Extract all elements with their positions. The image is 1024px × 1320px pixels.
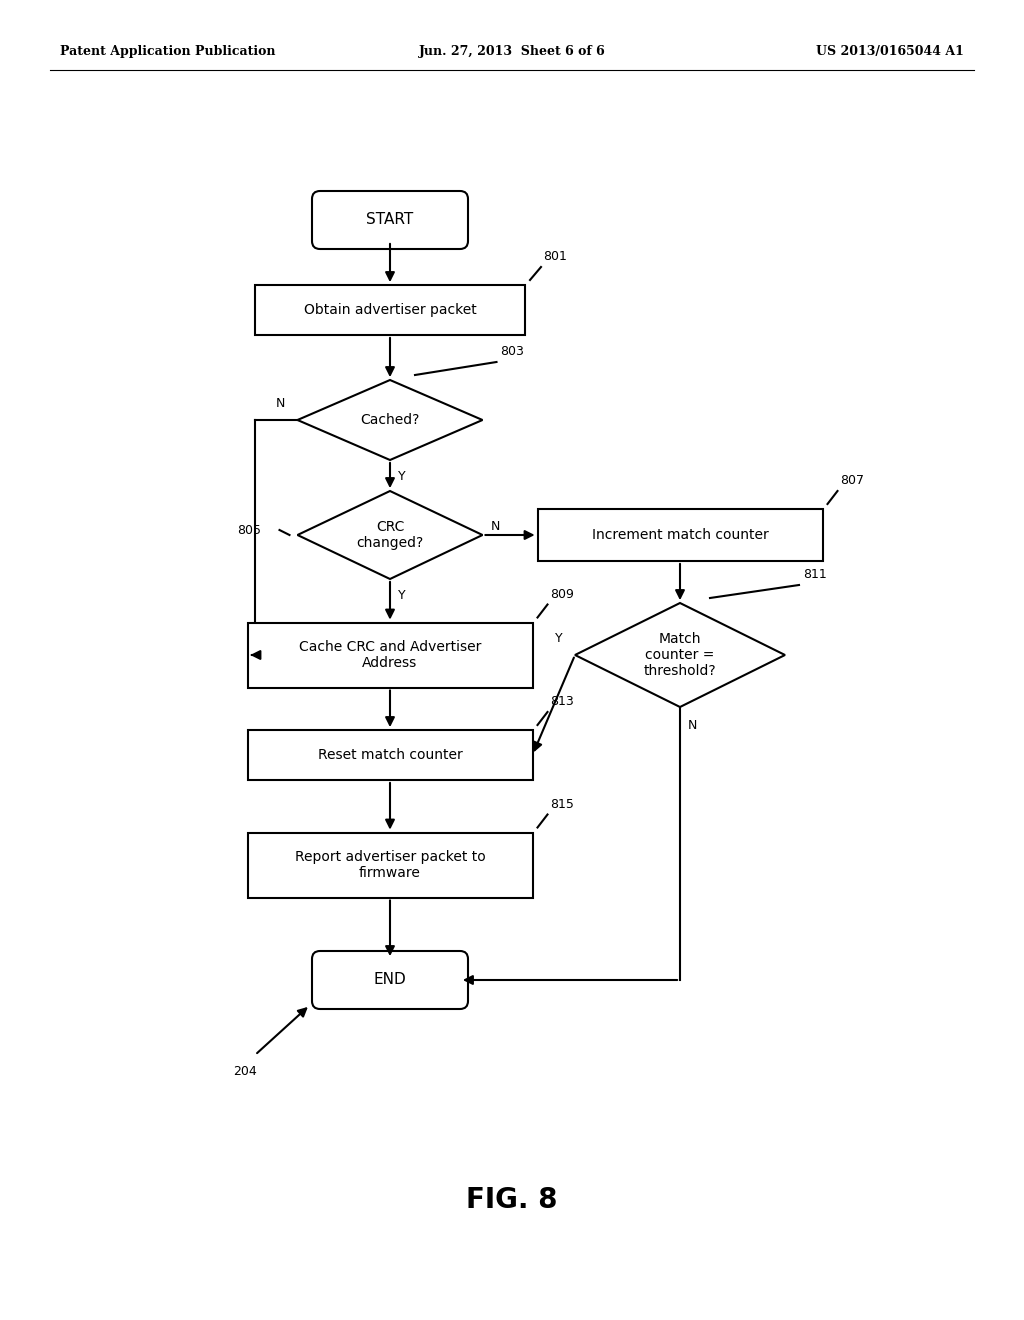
Text: US 2013/0165044 A1: US 2013/0165044 A1	[816, 45, 964, 58]
FancyBboxPatch shape	[312, 950, 468, 1008]
Text: END: END	[374, 973, 407, 987]
Bar	[248, 623, 532, 688]
Text: 813: 813	[551, 696, 574, 708]
Text: 801: 801	[543, 249, 567, 263]
Text: 807: 807	[841, 474, 864, 487]
Text: Report advertiser packet to
firmware: Report advertiser packet to firmware	[295, 850, 485, 880]
Text: 204: 204	[233, 1065, 257, 1078]
Text: N: N	[276, 397, 286, 411]
Text: Jun. 27, 2013  Sheet 6 of 6: Jun. 27, 2013 Sheet 6 of 6	[419, 45, 605, 58]
Text: 803: 803	[501, 345, 524, 358]
Bar	[248, 833, 532, 898]
Text: 811: 811	[803, 568, 826, 581]
FancyBboxPatch shape	[312, 191, 468, 249]
Text: N: N	[688, 719, 697, 733]
Text: Y: Y	[398, 470, 406, 483]
Text: Match
counter =
threshold?: Match counter = threshold?	[644, 632, 717, 678]
Text: Cached?: Cached?	[360, 413, 420, 426]
Polygon shape	[298, 491, 482, 579]
Text: Increment match counter: Increment match counter	[592, 528, 768, 543]
Text: Y: Y	[555, 632, 563, 645]
Text: 805: 805	[238, 524, 261, 536]
Text: FIG. 8: FIG. 8	[466, 1185, 558, 1214]
Text: Obtain advertiser packet: Obtain advertiser packet	[304, 304, 476, 317]
Bar	[248, 730, 532, 780]
Text: Patent Application Publication: Patent Application Publication	[60, 45, 275, 58]
Text: 809: 809	[551, 587, 574, 601]
Bar	[255, 285, 525, 335]
Text: Y: Y	[398, 589, 406, 602]
Text: 815: 815	[551, 797, 574, 810]
Polygon shape	[575, 603, 785, 708]
Bar	[538, 510, 822, 561]
Text: CRC
changed?: CRC changed?	[356, 520, 424, 550]
Text: Reset match counter: Reset match counter	[317, 748, 463, 762]
Text: N: N	[490, 520, 500, 533]
Text: START: START	[367, 213, 414, 227]
Polygon shape	[298, 380, 482, 459]
Text: Cache CRC and Advertiser
Address: Cache CRC and Advertiser Address	[299, 640, 481, 671]
